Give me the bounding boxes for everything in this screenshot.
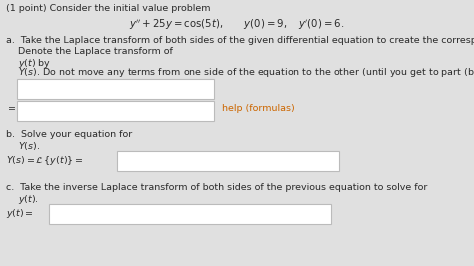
Text: $Y(s)$.: $Y(s)$. <box>6 140 40 152</box>
Text: $y'' + 25y = \cos(5t), \qquad y(0) = 9, \quad y'(0) = 6.$: $y'' + 25y = \cos(5t), \qquad y(0) = 9, … <box>129 18 345 32</box>
Text: (1 point) Consider the initial value problem: (1 point) Consider the initial value pro… <box>6 4 210 13</box>
Text: $y(t) =$: $y(t) =$ <box>6 207 34 220</box>
Text: $Y(s)$. Do not move any terms from one side of the equation to the other (until : $Y(s)$. Do not move any terms from one s… <box>6 66 474 79</box>
Text: Denote the Laplace transform of: Denote the Laplace transform of <box>6 47 173 56</box>
FancyBboxPatch shape <box>49 204 331 224</box>
Text: $y(t)$ by: $y(t)$ by <box>6 57 51 70</box>
FancyBboxPatch shape <box>17 101 214 121</box>
Text: $y(t)$.: $y(t)$. <box>6 193 39 206</box>
Text: a.  Take the Laplace transform of both sides of the given differential equation : a. Take the Laplace transform of both si… <box>6 36 474 45</box>
Text: c.  Take the inverse Laplace transform of both sides of the previous equation to: c. Take the inverse Laplace transform of… <box>6 183 428 192</box>
Text: $Y(s) = \mathcal{L}\,\{y(t)\} =$: $Y(s) = \mathcal{L}\,\{y(t)\} =$ <box>6 154 83 167</box>
Text: =: = <box>8 104 16 113</box>
FancyBboxPatch shape <box>17 79 214 99</box>
Text: help (formulas): help (formulas) <box>222 104 295 113</box>
FancyBboxPatch shape <box>117 151 339 171</box>
Text: b.  Solve your equation for: b. Solve your equation for <box>6 130 132 139</box>
